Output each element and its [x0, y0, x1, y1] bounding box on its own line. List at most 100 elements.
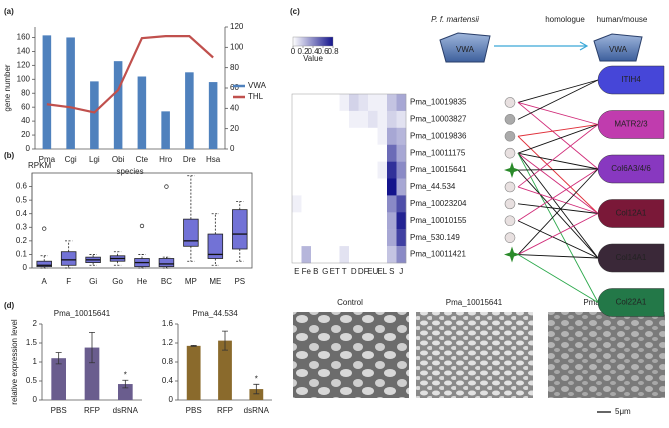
y-tick-label: 0.5: [16, 195, 28, 204]
heatmap-cell: [339, 246, 350, 264]
link: [517, 124, 599, 137]
x-tick-label: ME: [209, 277, 221, 286]
bar: [113, 61, 123, 149]
heatmap-cell: [292, 161, 302, 179]
x-tick-label: Go: [112, 277, 123, 286]
heatmap-cell: [301, 161, 312, 179]
heatmap-cell: [377, 144, 388, 162]
heatmap-cell: [339, 195, 350, 213]
x-tick-label: Hsa: [206, 155, 221, 164]
y-tick-label: 100: [17, 74, 31, 83]
x-tick-label: PBS: [51, 406, 67, 415]
error-bar: [253, 383, 260, 395]
column-label: E: [294, 267, 299, 276]
heatmap-cell: [292, 246, 302, 264]
heatmap-cell: [301, 127, 312, 145]
y-tick-label: 20: [230, 124, 239, 133]
x-tick-label: RFP: [217, 406, 233, 415]
row-label: Pma_10019835: [410, 98, 467, 107]
heatmap-cell: [377, 178, 388, 196]
x-tick-label: A: [42, 277, 48, 286]
shell-icon: [504, 198, 516, 210]
whisker-high: [89, 254, 97, 258]
heatmap-cell: [377, 127, 388, 145]
x-tick-label: Cgi: [65, 155, 77, 164]
heatmap-cell: [387, 110, 397, 128]
heatmap-cell: [349, 178, 359, 196]
domain-shape: [439, 32, 491, 63]
bar: [185, 72, 194, 149]
panel-label: (a): [4, 7, 14, 16]
y-tick-label: 120: [17, 60, 31, 69]
heatmap-cell: [311, 161, 321, 179]
target-label: MATR2/3: [614, 120, 648, 129]
annotation: *: [255, 374, 258, 383]
row-label: Pma_10011421: [410, 250, 466, 259]
whisker-high: [113, 251, 122, 256]
heatmap-cell: [320, 127, 331, 145]
y-tick-label: 0.6: [16, 182, 28, 191]
heatmap-cell: [292, 127, 302, 145]
heatmap-cell: [377, 94, 388, 112]
x-tick-label: Pma: [39, 155, 56, 164]
bar: [51, 358, 66, 400]
x-tick-label: RFP: [84, 406, 100, 415]
box: [207, 233, 224, 259]
heatmap-frame: [291, 93, 407, 264]
y-tick-label: 120: [230, 22, 244, 31]
link: [517, 102, 599, 125]
whisker-low: [236, 249, 244, 262]
heatmap-cell: [368, 212, 378, 230]
whisker-high: [65, 240, 73, 252]
heatmap-cell: [396, 178, 407, 196]
link: [517, 152, 599, 170]
column-label: EL: [377, 267, 387, 276]
box: [60, 251, 77, 266]
heatmap-cell: [349, 127, 359, 145]
scale-bar-label: 5μm: [615, 407, 631, 416]
star-icon: [504, 246, 520, 263]
line: [46, 35, 214, 114]
heatmap-cell: [377, 212, 388, 230]
heatmap-cell: [320, 144, 331, 162]
heatmap-cell: [349, 212, 359, 230]
heatmap-cell: [377, 110, 388, 128]
y-tick-label: 1: [33, 357, 38, 366]
heatmap-cell: [387, 229, 397, 247]
column-label: DF: [358, 267, 369, 276]
box: [36, 260, 52, 268]
bar: [118, 384, 133, 400]
box: [158, 258, 175, 268]
y-tick-label: 20: [21, 130, 30, 139]
y-tick-label: 60: [21, 102, 30, 111]
y-tick-label: 40: [21, 116, 30, 125]
arrow-head: [579, 41, 589, 51]
heatmap-cell: [292, 144, 302, 162]
heatmap-cell: [387, 144, 397, 162]
bar: [249, 389, 264, 400]
y-tick-label: 0.4: [162, 376, 174, 385]
bar: [161, 111, 170, 149]
heatmap-cell: [396, 110, 407, 128]
heatmap-cell: [320, 161, 331, 179]
panel-label: (b): [4, 151, 15, 160]
heatmap-cell: [320, 94, 331, 112]
heatmap-cell: [339, 127, 350, 145]
micrograph-title: Control: [337, 298, 363, 307]
column-label: D: [351, 267, 357, 276]
link: [517, 135, 599, 214]
colorbar-tick-label: 0.2: [297, 47, 309, 56]
heatmap-cell: [339, 144, 350, 162]
link: [517, 152, 599, 214]
x-tick-label: Hro: [159, 155, 172, 164]
whisker-low: [89, 262, 97, 266]
shell-icon: [504, 147, 516, 159]
legend-label: VWA: [248, 81, 267, 90]
domain-shape: [593, 33, 643, 62]
heatmap-cell: [349, 229, 359, 247]
heatmap-cell: [339, 229, 350, 247]
y-tick-label: 0: [23, 263, 28, 272]
heatmap-cell: [358, 144, 369, 162]
heatmap-cell: [330, 110, 340, 128]
target-label: human/mouse: [597, 15, 648, 24]
